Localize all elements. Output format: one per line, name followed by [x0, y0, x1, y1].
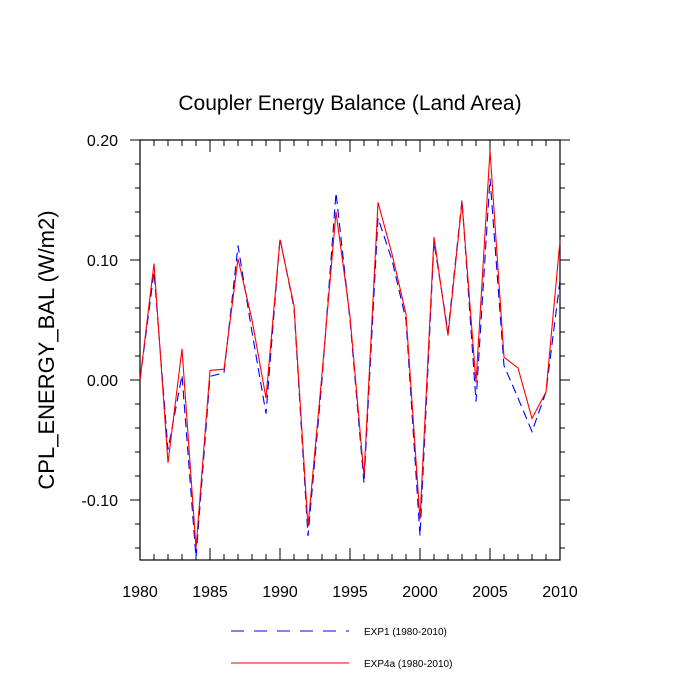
series-line-0: [139, 178, 561, 558]
tick-labels: 1980 1985 1990 1995 2000 2005 2010 -0.10 0.00 0.1…: [82, 133, 578, 601]
x-tick-label: 1995: [332, 584, 368, 601]
plot-frame: [139, 139, 561, 561]
legend: EXP1 (1980-2010) EXP4a (1980-2010): [231, 627, 452, 670]
x-tick-label: 1990: [262, 584, 298, 601]
chart-title: Coupler Energy Balance (Land Area): [178, 92, 521, 115]
axis-ticks: [130, 139, 570, 560]
x-tick-label: 1980: [122, 584, 158, 601]
x-tick-label: 2010: [542, 584, 578, 601]
y-axis-label: CPL_ENERGY_BAL (W/m2): [34, 210, 59, 489]
legend-label-1: EXP4a (1980-2010): [364, 659, 452, 670]
x-tick-label: 2005: [472, 584, 508, 601]
series-layer: [139, 150, 561, 558]
legend-label-0: EXP1 (1980-2010): [364, 627, 447, 638]
x-tick-label: 1985: [192, 584, 228, 601]
series-line-1: [139, 150, 561, 549]
y-tick-label: 0.00: [87, 373, 118, 390]
y-tick-label: -0.10: [82, 493, 119, 510]
y-tick-label: 0.20: [87, 133, 118, 150]
x-tick-label: 2000: [402, 584, 438, 601]
y-tick-label: 0.10: [87, 253, 118, 270]
